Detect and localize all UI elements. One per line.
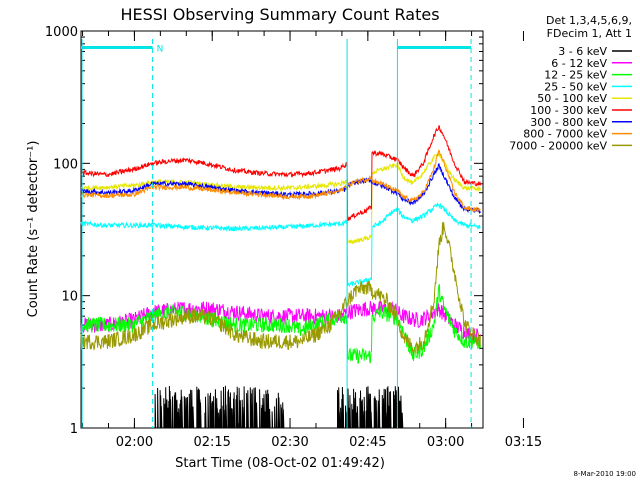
x-tick-label: 02:30: [271, 435, 308, 450]
y-tick-label: 100: [53, 157, 78, 172]
x-axis-label: Start Time (08-Oct-02 01:49:42): [175, 456, 385, 471]
series-layer: [80, 125, 483, 429]
series-300-800-kev-line: [80, 162, 481, 215]
plot-border: [80, 30, 484, 429]
chart-title: HESSI Observing Summary Count Rates: [120, 5, 439, 24]
legend-label: 3 - 6 keV: [558, 45, 607, 58]
y-tick-label: 1: [70, 422, 78, 437]
legend-label: 6 - 12 keV: [551, 57, 607, 70]
x-tick-label: 02:45: [349, 435, 386, 450]
y-axis-label: Count Rate (s⁻¹ detector⁻¹): [26, 141, 41, 318]
flag-label: N: [157, 45, 164, 55]
y-tick-label: 10: [61, 290, 78, 305]
y-tick-label: 1000: [45, 25, 78, 40]
legend-label: 12 - 25 keV: [544, 69, 607, 82]
series-12-25-kev-line: [80, 283, 481, 364]
series-800-7000-kev-line: [80, 149, 481, 213]
x-tick-label: 02:15: [193, 435, 230, 450]
x-tick-label: 02:00: [116, 435, 153, 450]
x-tick-label: 03:00: [427, 435, 464, 450]
legend: Det 1,3,4,5,6,9, FDecim 1, Att 1 3 - 6 k…: [509, 14, 632, 152]
series-100-300-kev-line: [80, 125, 481, 221]
series-50-100-kev-line: [81, 152, 481, 245]
marker-layer: N: [81, 39, 472, 428]
legend-label: 300 - 800 keV: [530, 116, 607, 129]
x-axis-ticks: 02:00 02:15 02:30 02:45 03:00 03:15: [82, 31, 542, 450]
legend-label: 50 - 100 keV: [537, 92, 607, 105]
series-3-6-kev-line: [81, 385, 483, 429]
legend-label: 800 - 7000 keV: [523, 128, 607, 141]
legend-header-line: Det 1,3,4,5,6,9,: [546, 14, 632, 27]
plot-frame: [80, 30, 484, 429]
x-tick-label: 03:15: [505, 435, 542, 450]
legend-header-line: FDecim 1, Att 1: [547, 27, 632, 40]
series-7000-20000-kev-line: [80, 222, 481, 356]
legend-label: 100 - 300 keV: [530, 104, 607, 117]
series-25-50-kev-line: [80, 202, 481, 288]
footer-timestamp: 8-Mar-2010 19:00: [574, 470, 636, 478]
legend-label: 7000 - 20000 keV: [509, 139, 607, 152]
legend-label: 25 - 50 keV: [544, 80, 607, 93]
y-axis-ticks: 1 10 100 1000: [45, 25, 483, 437]
